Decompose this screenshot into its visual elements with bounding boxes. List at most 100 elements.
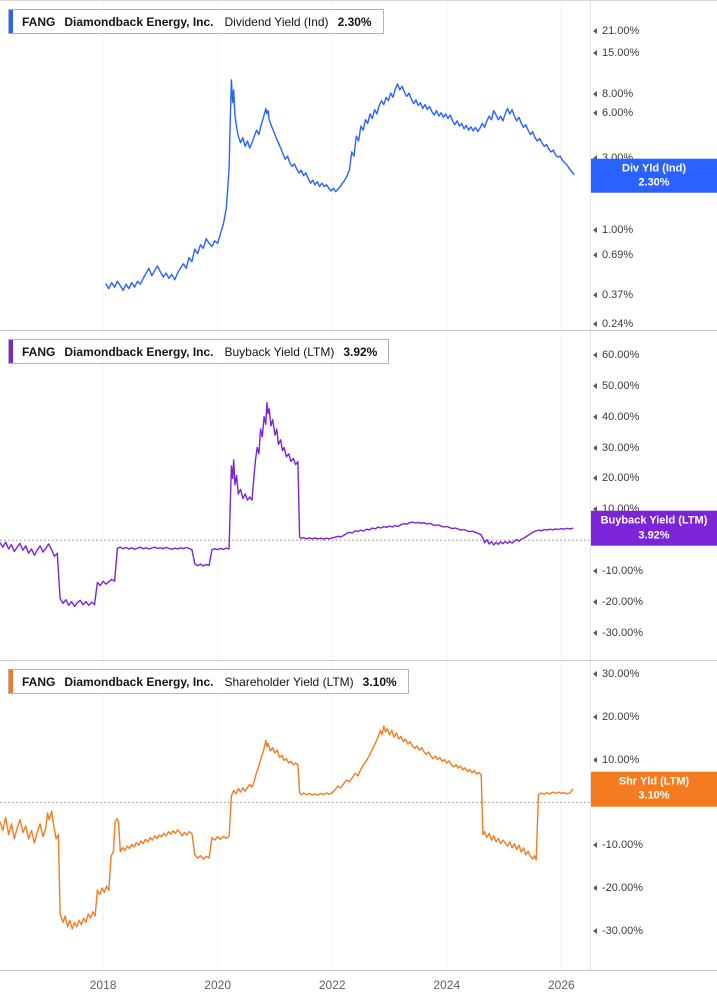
last-value-badge: Shr Yld (LTM) 3.10% [591, 771, 717, 807]
y-axis-tick: -20.00% [591, 596, 643, 608]
y-axis-tick: 10.00% [591, 754, 639, 766]
ticker-symbol: FANG [22, 344, 56, 359]
badge-value: 3.92% [638, 529, 670, 542]
y-axis-tick-label: 15.00% [602, 46, 640, 59]
tick-arrow-icon [593, 320, 597, 327]
tick-arrow-icon [593, 885, 597, 892]
y-axis-tick: 20.00% [591, 711, 639, 723]
y-axis-tick: 20.00% [591, 472, 639, 484]
y-axis-tick-label: 50.00% [602, 379, 640, 392]
series-color-bar [9, 10, 13, 33]
y-axis-tick: 21.00% [591, 25, 639, 37]
tick-arrow-icon [593, 599, 597, 606]
y-axis-dividend-yield[interactable]: Div Yld (Ind) 2.30% 21.00% 15.00% 8.00% 6.0… [590, 1, 717, 330]
y-axis-tick: 8.00% [591, 88, 633, 100]
tick-arrow-icon [593, 382, 597, 389]
badge-value: 2.30% [638, 176, 670, 189]
tick-arrow-icon [593, 713, 597, 720]
tick-arrow-icon [593, 444, 597, 451]
shareholder-yield-chart[interactable] [0, 661, 590, 970]
y-axis-tick: 15.00% [591, 47, 639, 59]
x-axis-label: 2022 [318, 978, 346, 992]
metric-value: 2.30% [337, 14, 372, 29]
y-axis-tick: -30.00% [591, 925, 643, 937]
y-axis-tick-label: 0.37% [602, 289, 634, 302]
y-axis-tick-label: 40.00% [602, 410, 640, 423]
panel-dividend-yield: FANG Diamondback Energy, Inc. Dividend Y… [0, 1, 717, 331]
y-axis-tick-label: 60.00% [602, 348, 640, 361]
y-axis-tick-label: -20.00% [602, 882, 643, 895]
last-value-badge: Buyback Yield (LTM) 3.92% [591, 510, 717, 546]
y-axis-tick: 0.69% [591, 249, 633, 261]
x-axis[interactable]: 2018 2020 2022 2024 2026 [0, 971, 717, 1005]
y-axis-tick-label: 20.00% [602, 710, 640, 723]
y-axis-tick: -20.00% [591, 882, 643, 894]
y-axis-shareholder-yield[interactable]: Shr Yld (LTM) 3.10% 30.00%20.00%10.00%0.… [590, 661, 717, 970]
y-axis-tick: -30.00% [591, 627, 643, 639]
y-axis-tick: -10.00% [591, 839, 643, 851]
y-axis-tick: 0.24% [591, 318, 633, 330]
series-color-bar [9, 340, 13, 363]
y-axis-tick-label: -30.00% [602, 925, 643, 937]
ticker-symbol: FANG [22, 14, 56, 29]
tick-arrow-icon [593, 292, 597, 299]
y-axis-tick: 30.00% [591, 668, 639, 680]
legend-dividend-yield: FANG Diamondback Energy, Inc. Dividend Y… [8, 9, 384, 34]
y-axis-tick: -10.00% [591, 565, 643, 577]
tick-arrow-icon [593, 630, 597, 637]
legend-buyback-yield: FANG Diamondback Energy, Inc. Buyback Yi… [8, 339, 390, 364]
y-axis-tick-label: 20.00% [602, 472, 640, 485]
y-axis-tick: 50.00% [591, 380, 639, 392]
company-name: Diamondback Energy, Inc. [64, 674, 214, 689]
tick-arrow-icon [593, 928, 597, 934]
x-axis-label: 2020 [204, 978, 232, 992]
panel-buyback-yield: FANG Diamondback Energy, Inc. Buyback Yi… [0, 331, 717, 661]
metric-name: Shareholder Yield (LTM) [224, 674, 354, 689]
tick-arrow-icon [593, 568, 597, 575]
tick-arrow-icon [593, 413, 597, 420]
tick-arrow-icon [593, 155, 597, 162]
ticker-symbol: FANG [22, 674, 56, 689]
metric-name: Dividend Yield (Ind) [224, 14, 329, 29]
y-axis-buyback-yield[interactable]: Buyback Yield (LTM) 3.92% 60.00% 50.00% 40… [590, 331, 717, 660]
legend-shareholder-yield: FANG Diamondback Energy, Inc. Shareholde… [8, 669, 409, 694]
y-axis-tick-label: -10.00% [602, 565, 643, 578]
tick-arrow-icon [593, 227, 597, 234]
dividend-yield-chart[interactable] [0, 1, 590, 330]
company-name: Diamondback Energy, Inc. [64, 344, 214, 359]
tick-arrow-icon [593, 756, 597, 763]
y-axis-tick-label: -10.00% [602, 839, 643, 852]
y-axis-tick-label: 6.00% [602, 106, 634, 119]
x-axis-label: 2026 [547, 978, 575, 992]
badge-label: Buyback Yield (LTM) [600, 514, 708, 527]
y-axis-tick-label: 8.00% [602, 87, 634, 100]
badge-value: 3.10% [638, 790, 670, 803]
y-axis-tick: 6.00% [591, 107, 633, 119]
badge-label: Div Yld (Ind) [622, 162, 686, 175]
y-axis-tick: 30.00% [591, 442, 639, 454]
buyback-yield-chart[interactable] [0, 331, 590, 660]
tick-arrow-icon [593, 109, 597, 116]
y-axis-tick: 0.37% [591, 289, 633, 301]
y-axis-tick-label: -30.00% [602, 627, 643, 640]
badge-label: Shr Yld (LTM) [618, 775, 690, 788]
tick-arrow-icon [593, 27, 597, 34]
x-axis-label: 2018 [89, 978, 117, 992]
y-axis-tick-label: 0.69% [602, 248, 634, 261]
metric-value: 3.92% [343, 344, 378, 359]
y-axis-tick-label: 1.00% [602, 224, 634, 237]
y-axis-tick-label: 21.00% [602, 24, 640, 37]
y-axis-tick: 40.00% [591, 411, 639, 423]
company-name: Diamondback Energy, Inc. [64, 14, 214, 29]
metric-name: Buyback Yield (LTM) [224, 344, 335, 359]
panel-shareholder-yield: FANG Diamondback Energy, Inc. Shareholde… [0, 661, 717, 971]
tick-arrow-icon [593, 49, 597, 56]
y-axis-tick-label: 30.00% [602, 441, 640, 454]
y-axis-tick-label: -20.00% [602, 596, 643, 609]
y-axis-tick: 1.00% [591, 224, 633, 236]
y-axis-tick: 60.00% [591, 349, 639, 361]
y-axis-tick-label: 10.00% [602, 753, 640, 766]
tick-arrow-icon [593, 842, 597, 849]
x-axis-label: 2024 [433, 978, 461, 992]
